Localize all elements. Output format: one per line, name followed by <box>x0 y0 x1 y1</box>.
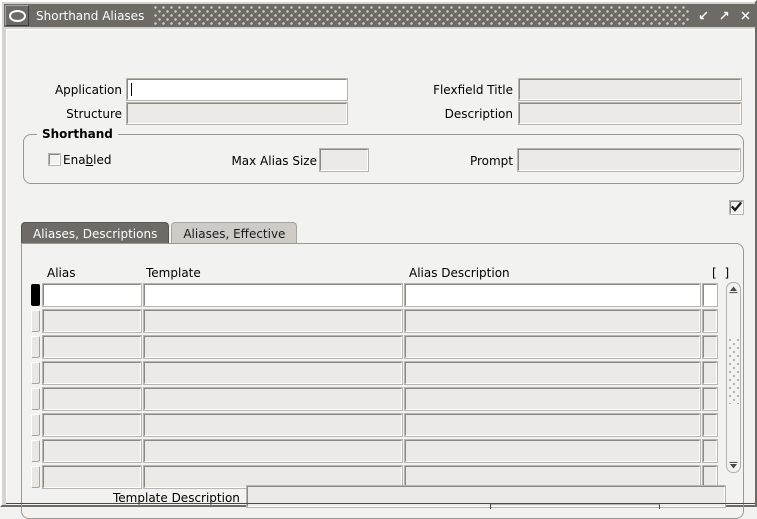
prompt-input[interactable] <box>517 148 741 172</box>
table-row[interactable] <box>31 412 721 438</box>
cell-template[interactable] <box>143 283 403 307</box>
structure-label: Structure <box>66 107 122 121</box>
tab-aliases-descriptions[interactable]: Aliases, Descriptions <box>21 222 170 244</box>
cell-bracket[interactable] <box>702 335 718 359</box>
scrollbar-track[interactable] <box>728 296 739 459</box>
record-indicator[interactable] <box>31 388 40 410</box>
record-indicator[interactable] <box>31 310 40 332</box>
titlebar-hatch-pattern <box>154 6 690 25</box>
cell-alias[interactable] <box>42 361 142 385</box>
cell-bracket[interactable] <box>702 465 718 489</box>
table-row[interactable] <box>31 386 721 412</box>
tab-aliases-effective[interactable]: Aliases, Effective <box>171 222 298 244</box>
scroll-up-arrow-icon[interactable] <box>727 283 740 296</box>
grid-vertical-scrollbar[interactable] <box>726 282 741 473</box>
max-alias-size-input[interactable] <box>319 148 369 172</box>
column-header-alias-description: Alias Description <box>409 266 510 280</box>
aliases-grid <box>31 282 721 490</box>
cell-alias[interactable] <box>42 465 142 489</box>
tab-strip: Aliases, Descriptions Aliases, Effective <box>21 221 298 244</box>
cell-template[interactable] <box>143 387 403 411</box>
table-row[interactable] <box>31 334 721 360</box>
cell-bracket[interactable] <box>702 309 718 333</box>
column-header-template: Template <box>146 266 201 280</box>
column-header-bracket: [ ] <box>712 266 732 280</box>
freeze-checkbox[interactable] <box>729 200 744 215</box>
table-row[interactable] <box>31 360 721 386</box>
minimize-icon[interactable] <box>694 6 713 25</box>
cell-alias_description[interactable] <box>404 361 701 385</box>
cell-alias_description[interactable] <box>404 439 701 463</box>
cell-alias_description[interactable] <box>404 335 701 359</box>
table-row[interactable] <box>31 308 721 334</box>
cell-alias[interactable] <box>42 283 142 307</box>
cell-bracket[interactable] <box>702 387 718 411</box>
cell-alias[interactable] <box>42 413 142 437</box>
column-header-alias: Alias <box>47 266 76 280</box>
scrollbar-thumb[interactable] <box>728 338 739 404</box>
record-indicator[interactable] <box>31 284 40 306</box>
description-label: Description <box>444 107 513 121</box>
cell-alias_description[interactable] <box>404 387 701 411</box>
flexfield-title-label: Flexfield Title <box>433 83 513 97</box>
record-indicator[interactable] <box>31 336 40 358</box>
enabled-label: Enabled <box>63 153 112 168</box>
record-indicator[interactable] <box>31 362 40 384</box>
scroll-down-arrow-icon[interactable] <box>727 459 740 472</box>
enabled-checkbox[interactable] <box>48 153 61 166</box>
application-label: Application <box>54 83 122 97</box>
form-client-area: Application Structure Flexfield Title De… <box>6 29 755 519</box>
cell-template[interactable] <box>143 439 403 463</box>
cell-bracket[interactable] <box>702 283 718 307</box>
table-row[interactable] <box>31 438 721 464</box>
checkmark-icon <box>731 202 742 212</box>
cell-template[interactable] <box>143 361 403 385</box>
description-input[interactable] <box>518 102 742 125</box>
close-icon[interactable] <box>736 6 755 25</box>
cell-bracket[interactable] <box>702 413 718 437</box>
enabled-label-post: led <box>93 153 112 167</box>
cell-alias[interactable] <box>42 439 142 463</box>
tab-label: Aliases, Descriptions <box>33 226 158 241</box>
cell-alias_description[interactable] <box>404 413 701 437</box>
cell-alias_description[interactable] <box>404 283 701 307</box>
cell-alias[interactable] <box>42 309 142 333</box>
cell-alias[interactable] <box>42 335 142 359</box>
flexfield-title-input[interactable] <box>518 78 742 101</box>
title-bar: Shorthand Aliases <box>4 4 757 27</box>
template-description-label: Template Description <box>113 491 240 505</box>
window-title: Shorthand Aliases <box>36 8 145 23</box>
prompt-label: Prompt <box>469 154 513 168</box>
application-window: Shorthand Aliases Application Structure … <box>0 0 757 507</box>
cell-template[interactable] <box>143 413 403 437</box>
tab-label: Aliases, Effective <box>183 226 286 241</box>
max-alias-size-label: Max Alias Size <box>231 154 317 168</box>
oval-glyph <box>8 9 26 22</box>
window-menu-oval-icon[interactable] <box>5 5 29 26</box>
shorthand-group-title: Shorthand <box>37 127 118 141</box>
cell-bracket[interactable] <box>702 439 718 463</box>
maximize-icon[interactable] <box>715 6 734 25</box>
cell-template[interactable] <box>143 335 403 359</box>
enabled-label-pre: Ena <box>63 153 86 167</box>
cell-template[interactable] <box>143 465 403 489</box>
application-input[interactable] <box>126 78 348 101</box>
structure-input[interactable] <box>126 102 348 125</box>
record-indicator[interactable] <box>31 440 40 462</box>
cell-alias[interactable] <box>42 387 142 411</box>
status-bar <box>6 503 755 509</box>
table-row[interactable] <box>31 282 721 308</box>
enabled-label-mnemonic: b <box>85 153 94 167</box>
cell-alias_description[interactable] <box>404 309 701 333</box>
record-indicator[interactable] <box>31 414 40 436</box>
cell-bracket[interactable] <box>702 361 718 385</box>
shorthand-group-box <box>23 134 744 184</box>
cell-template[interactable] <box>143 309 403 333</box>
cell-alias_description[interactable] <box>404 465 701 489</box>
record-indicator[interactable] <box>31 466 40 488</box>
